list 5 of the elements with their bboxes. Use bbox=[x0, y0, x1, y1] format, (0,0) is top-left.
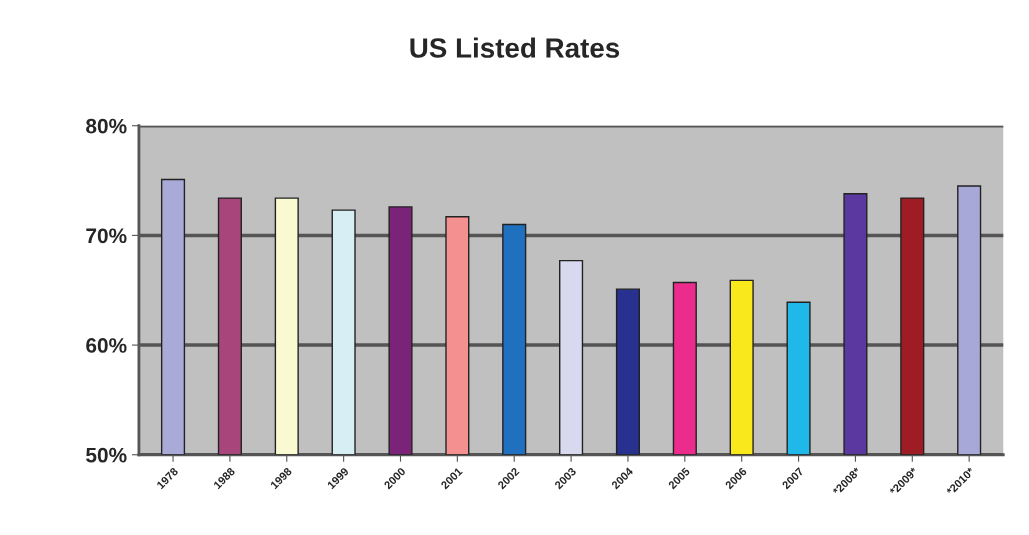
chart-title: US Listed Rates bbox=[410, 37, 620, 58]
y-tick-label: 80% bbox=[86, 118, 127, 134]
y-tick-label: 50% bbox=[86, 447, 127, 463]
y-tick-label: 60% bbox=[86, 338, 127, 353]
y-tick-label: 70% bbox=[86, 228, 127, 244]
